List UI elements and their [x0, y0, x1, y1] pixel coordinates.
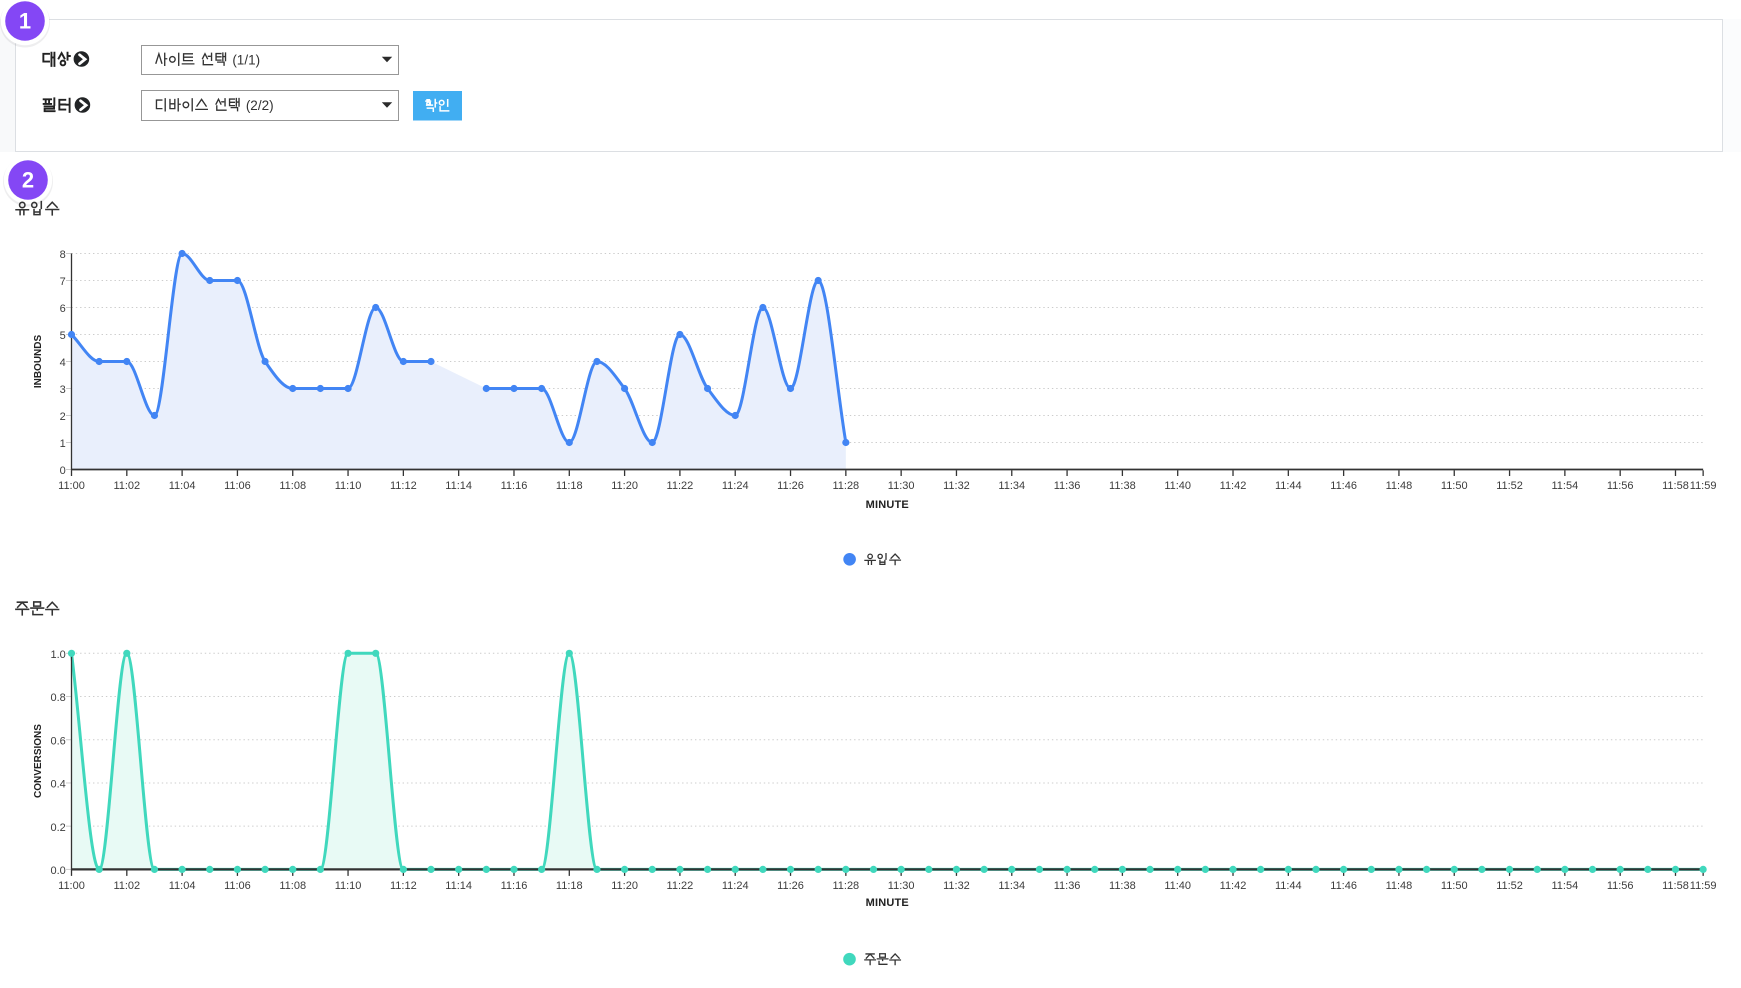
svg-text:11:00: 11:00 — [58, 880, 85, 892]
svg-text:11:54: 11:54 — [1552, 480, 1579, 492]
svg-text:11:44: 11:44 — [1275, 480, 1302, 492]
svg-text:11:22: 11:22 — [667, 880, 694, 892]
svg-text:11:26: 11:26 — [777, 880, 804, 892]
svg-text:6: 6 — [60, 303, 66, 315]
svg-text:11:00: 11:00 — [58, 480, 85, 492]
svg-text:MINUTE: MINUTE — [866, 897, 909, 909]
svg-text:11:56: 11:56 — [1607, 480, 1634, 492]
svg-text:INBOUNDS: INBOUNDS — [33, 335, 44, 389]
svg-text:11:06: 11:06 — [224, 880, 251, 892]
svg-text:11:30: 11:30 — [888, 480, 915, 492]
svg-text:11:18: 11:18 — [556, 880, 583, 892]
svg-text:11:34: 11:34 — [998, 480, 1025, 492]
svg-text:11:12: 11:12 — [390, 880, 417, 892]
svg-text:11:46: 11:46 — [1330, 480, 1357, 492]
svg-text:(1/1): (1/1) — [229, 52, 261, 67]
svg-text:5: 5 — [60, 330, 66, 342]
svg-text:11:32: 11:32 — [943, 480, 970, 492]
svg-text:11:40: 11:40 — [1164, 880, 1191, 892]
svg-text:11:50: 11:50 — [1441, 480, 1468, 492]
svg-text:11:38: 11:38 — [1109, 480, 1136, 492]
svg-text:3: 3 — [60, 384, 66, 396]
svg-text:0.6: 0.6 — [51, 735, 66, 747]
svg-text:11:02: 11:02 — [113, 880, 140, 892]
svg-text:11:28: 11:28 — [832, 880, 859, 892]
svg-text:11:50: 11:50 — [1441, 880, 1468, 892]
svg-text:11:24: 11:24 — [722, 480, 749, 492]
svg-text:11:20: 11:20 — [611, 480, 638, 492]
svg-text:11:16: 11:16 — [501, 880, 528, 892]
svg-text:11:04: 11:04 — [169, 880, 196, 892]
svg-text:11:30: 11:30 — [888, 880, 915, 892]
svg-text:11:59: 11:59 — [1690, 880, 1717, 892]
svg-text:11:48: 11:48 — [1386, 880, 1413, 892]
svg-text:0.4: 0.4 — [51, 779, 66, 791]
svg-text:11:16: 11:16 — [501, 480, 528, 492]
svg-text:11:26: 11:26 — [777, 480, 804, 492]
svg-text:11:22: 11:22 — [667, 480, 694, 492]
svg-text:11:36: 11:36 — [1054, 880, 1081, 892]
svg-text:0.0: 0.0 — [51, 865, 66, 877]
svg-text:11:59: 11:59 — [1690, 480, 1717, 492]
svg-text:11:14: 11:14 — [445, 480, 472, 492]
svg-text:0: 0 — [60, 465, 66, 477]
svg-text:1: 1 — [19, 9, 31, 34]
svg-text:8: 8 — [60, 249, 66, 261]
svg-text:11:02: 11:02 — [113, 480, 140, 492]
svg-text:0.8: 0.8 — [51, 692, 66, 704]
svg-text:11:32: 11:32 — [943, 880, 970, 892]
svg-text:11:56: 11:56 — [1607, 880, 1634, 892]
svg-text:11:34: 11:34 — [998, 880, 1025, 892]
svg-text:11:10: 11:10 — [335, 480, 362, 492]
svg-text:1.0: 1.0 — [51, 649, 66, 661]
svg-text:11:14: 11:14 — [445, 880, 472, 892]
svg-text:11:58: 11:58 — [1662, 880, 1689, 892]
svg-text:11:04: 11:04 — [169, 480, 196, 492]
svg-text:1: 1 — [60, 438, 66, 450]
svg-text:11:48: 11:48 — [1386, 480, 1413, 492]
svg-text:MINUTE: MINUTE — [866, 499, 909, 511]
svg-text:11:58: 11:58 — [1662, 480, 1689, 492]
svg-text:11:20: 11:20 — [611, 880, 638, 892]
svg-text:11:06: 11:06 — [224, 480, 251, 492]
svg-text:11:24: 11:24 — [722, 880, 749, 892]
svg-text:11:42: 11:42 — [1220, 880, 1247, 892]
svg-text:0.2: 0.2 — [51, 822, 66, 834]
svg-text:2: 2 — [60, 411, 66, 423]
svg-text:2: 2 — [22, 168, 34, 193]
svg-text:11:28: 11:28 — [832, 480, 859, 492]
svg-text:11:42: 11:42 — [1220, 480, 1247, 492]
svg-text:11:36: 11:36 — [1054, 480, 1081, 492]
svg-text:11:18: 11:18 — [556, 480, 583, 492]
svg-text:11:52: 11:52 — [1496, 880, 1523, 892]
svg-text:11:08: 11:08 — [279, 480, 306, 492]
svg-text:7: 7 — [60, 276, 66, 288]
svg-text:11:52: 11:52 — [1496, 480, 1523, 492]
svg-text:CONVERSIONS: CONVERSIONS — [33, 724, 44, 798]
svg-text:(2/2): (2/2) — [242, 98, 274, 113]
svg-text:11:12: 11:12 — [390, 480, 417, 492]
svg-text:11:54: 11:54 — [1552, 880, 1579, 892]
svg-text:11:10: 11:10 — [335, 880, 362, 892]
svg-text:11:40: 11:40 — [1164, 480, 1191, 492]
svg-text:11:44: 11:44 — [1275, 880, 1302, 892]
svg-text:11:08: 11:08 — [279, 880, 306, 892]
svg-text:11:46: 11:46 — [1330, 880, 1357, 892]
svg-text:11:38: 11:38 — [1109, 880, 1136, 892]
svg-text:4: 4 — [60, 357, 66, 369]
